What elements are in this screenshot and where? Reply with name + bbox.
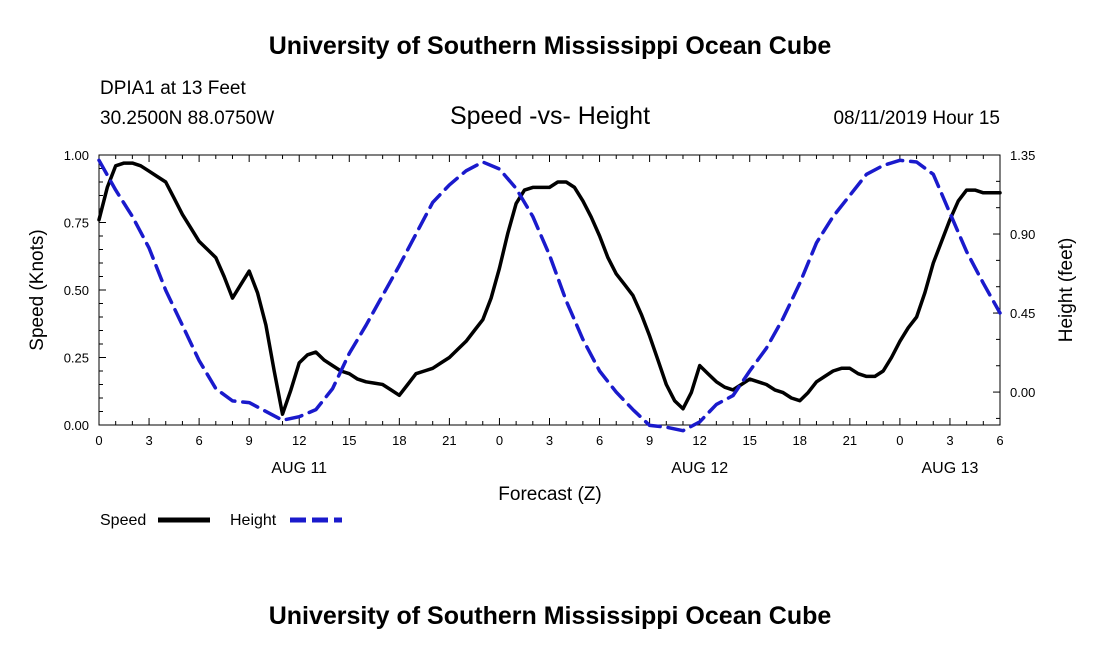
x-tick-label: 0 [95,433,102,448]
plot-frame [98,154,1001,426]
y-right-tick-label: 0.90 [1010,227,1035,242]
y-left-tick-label: 0.00 [64,418,89,433]
x-tick-label: 6 [195,433,202,448]
datetime-label: 08/11/2019 Hour 15 [833,108,1000,129]
title-bottom: University of Southern Mississippi Ocean… [269,602,832,630]
legend: Speed Height [100,512,342,529]
x-tick-label: 18 [392,433,406,448]
title-top: University of Southern Mississippi Ocean… [269,32,832,60]
chart-title: Speed -vs- Height [450,102,650,130]
station-label: DPIA1 at 13 Feet [100,78,246,99]
x-tick-label: 3 [546,433,553,448]
date-label: AUG 13 [921,460,978,477]
y-right-tick-label: 1.35 [1010,148,1035,163]
legend-label-speed: Speed [100,512,146,529]
coords-label: 30.2500N 88.0750W [100,108,274,129]
x-tick-label: 0 [496,433,503,448]
y-right-tick-label: 0.45 [1010,306,1035,321]
x-tick-label: 3 [946,433,953,448]
x-tick-label: 9 [246,433,253,448]
x-tick-label: 12 [692,433,706,448]
legend-label-height: Height [230,512,277,529]
date-label: AUG 11 [271,460,327,477]
x-tick-label: 18 [793,433,807,448]
x-tick-label: 15 [342,433,356,448]
x-tick-label: 9 [646,433,653,448]
y-left-tick-label: 0.25 [64,351,89,366]
x-tick-label: 6 [596,433,603,448]
x-tick-label: 0 [896,433,903,448]
x-tick-label: 21 [843,433,857,448]
y-left-tick-label: 0.50 [64,283,89,298]
date-label: AUG 12 [671,460,728,477]
x-tick-label: 6 [996,433,1003,448]
y-axis-right-label: Height (feet) [1056,238,1077,343]
y-left-tick-label: 0.75 [64,216,89,231]
y-left-tick-label: 1.00 [64,148,89,163]
x-tick-label: 3 [145,433,152,448]
y-axis-left-label: Speed (Knots) [27,229,48,350]
x-tick-label: 12 [292,433,306,448]
plot-layer: 0 3 6 9 12 15 18 21 0 3 6 9 12 15 18 21 0 3 6 AUG 11 AUG 12 A… [64,148,1036,477]
y-right-tick-label: 0.00 [1010,385,1035,400]
series-line-height [97,158,1002,433]
x-tick-label: 15 [742,433,756,448]
x-tick-label: 21 [442,433,456,448]
x-axis-label: Forecast (Z) [498,484,601,505]
series-line-speed [97,161,1002,416]
